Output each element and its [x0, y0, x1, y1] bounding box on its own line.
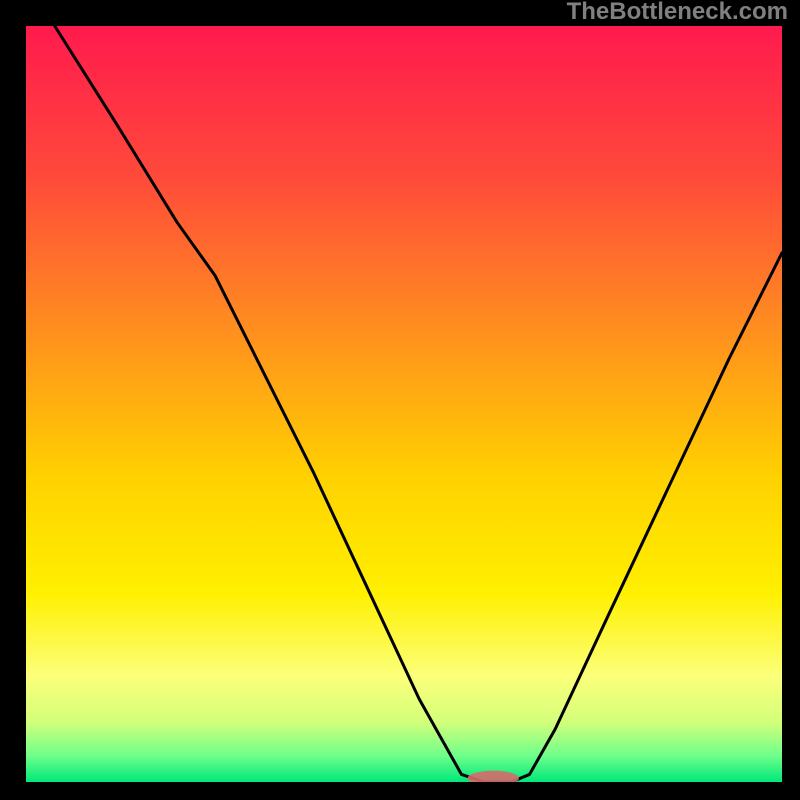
stage: TheBottleneck.com — [0, 0, 800, 800]
bottleneck-chart — [26, 26, 782, 782]
watermark-text: TheBottleneck.com — [567, 0, 788, 24]
